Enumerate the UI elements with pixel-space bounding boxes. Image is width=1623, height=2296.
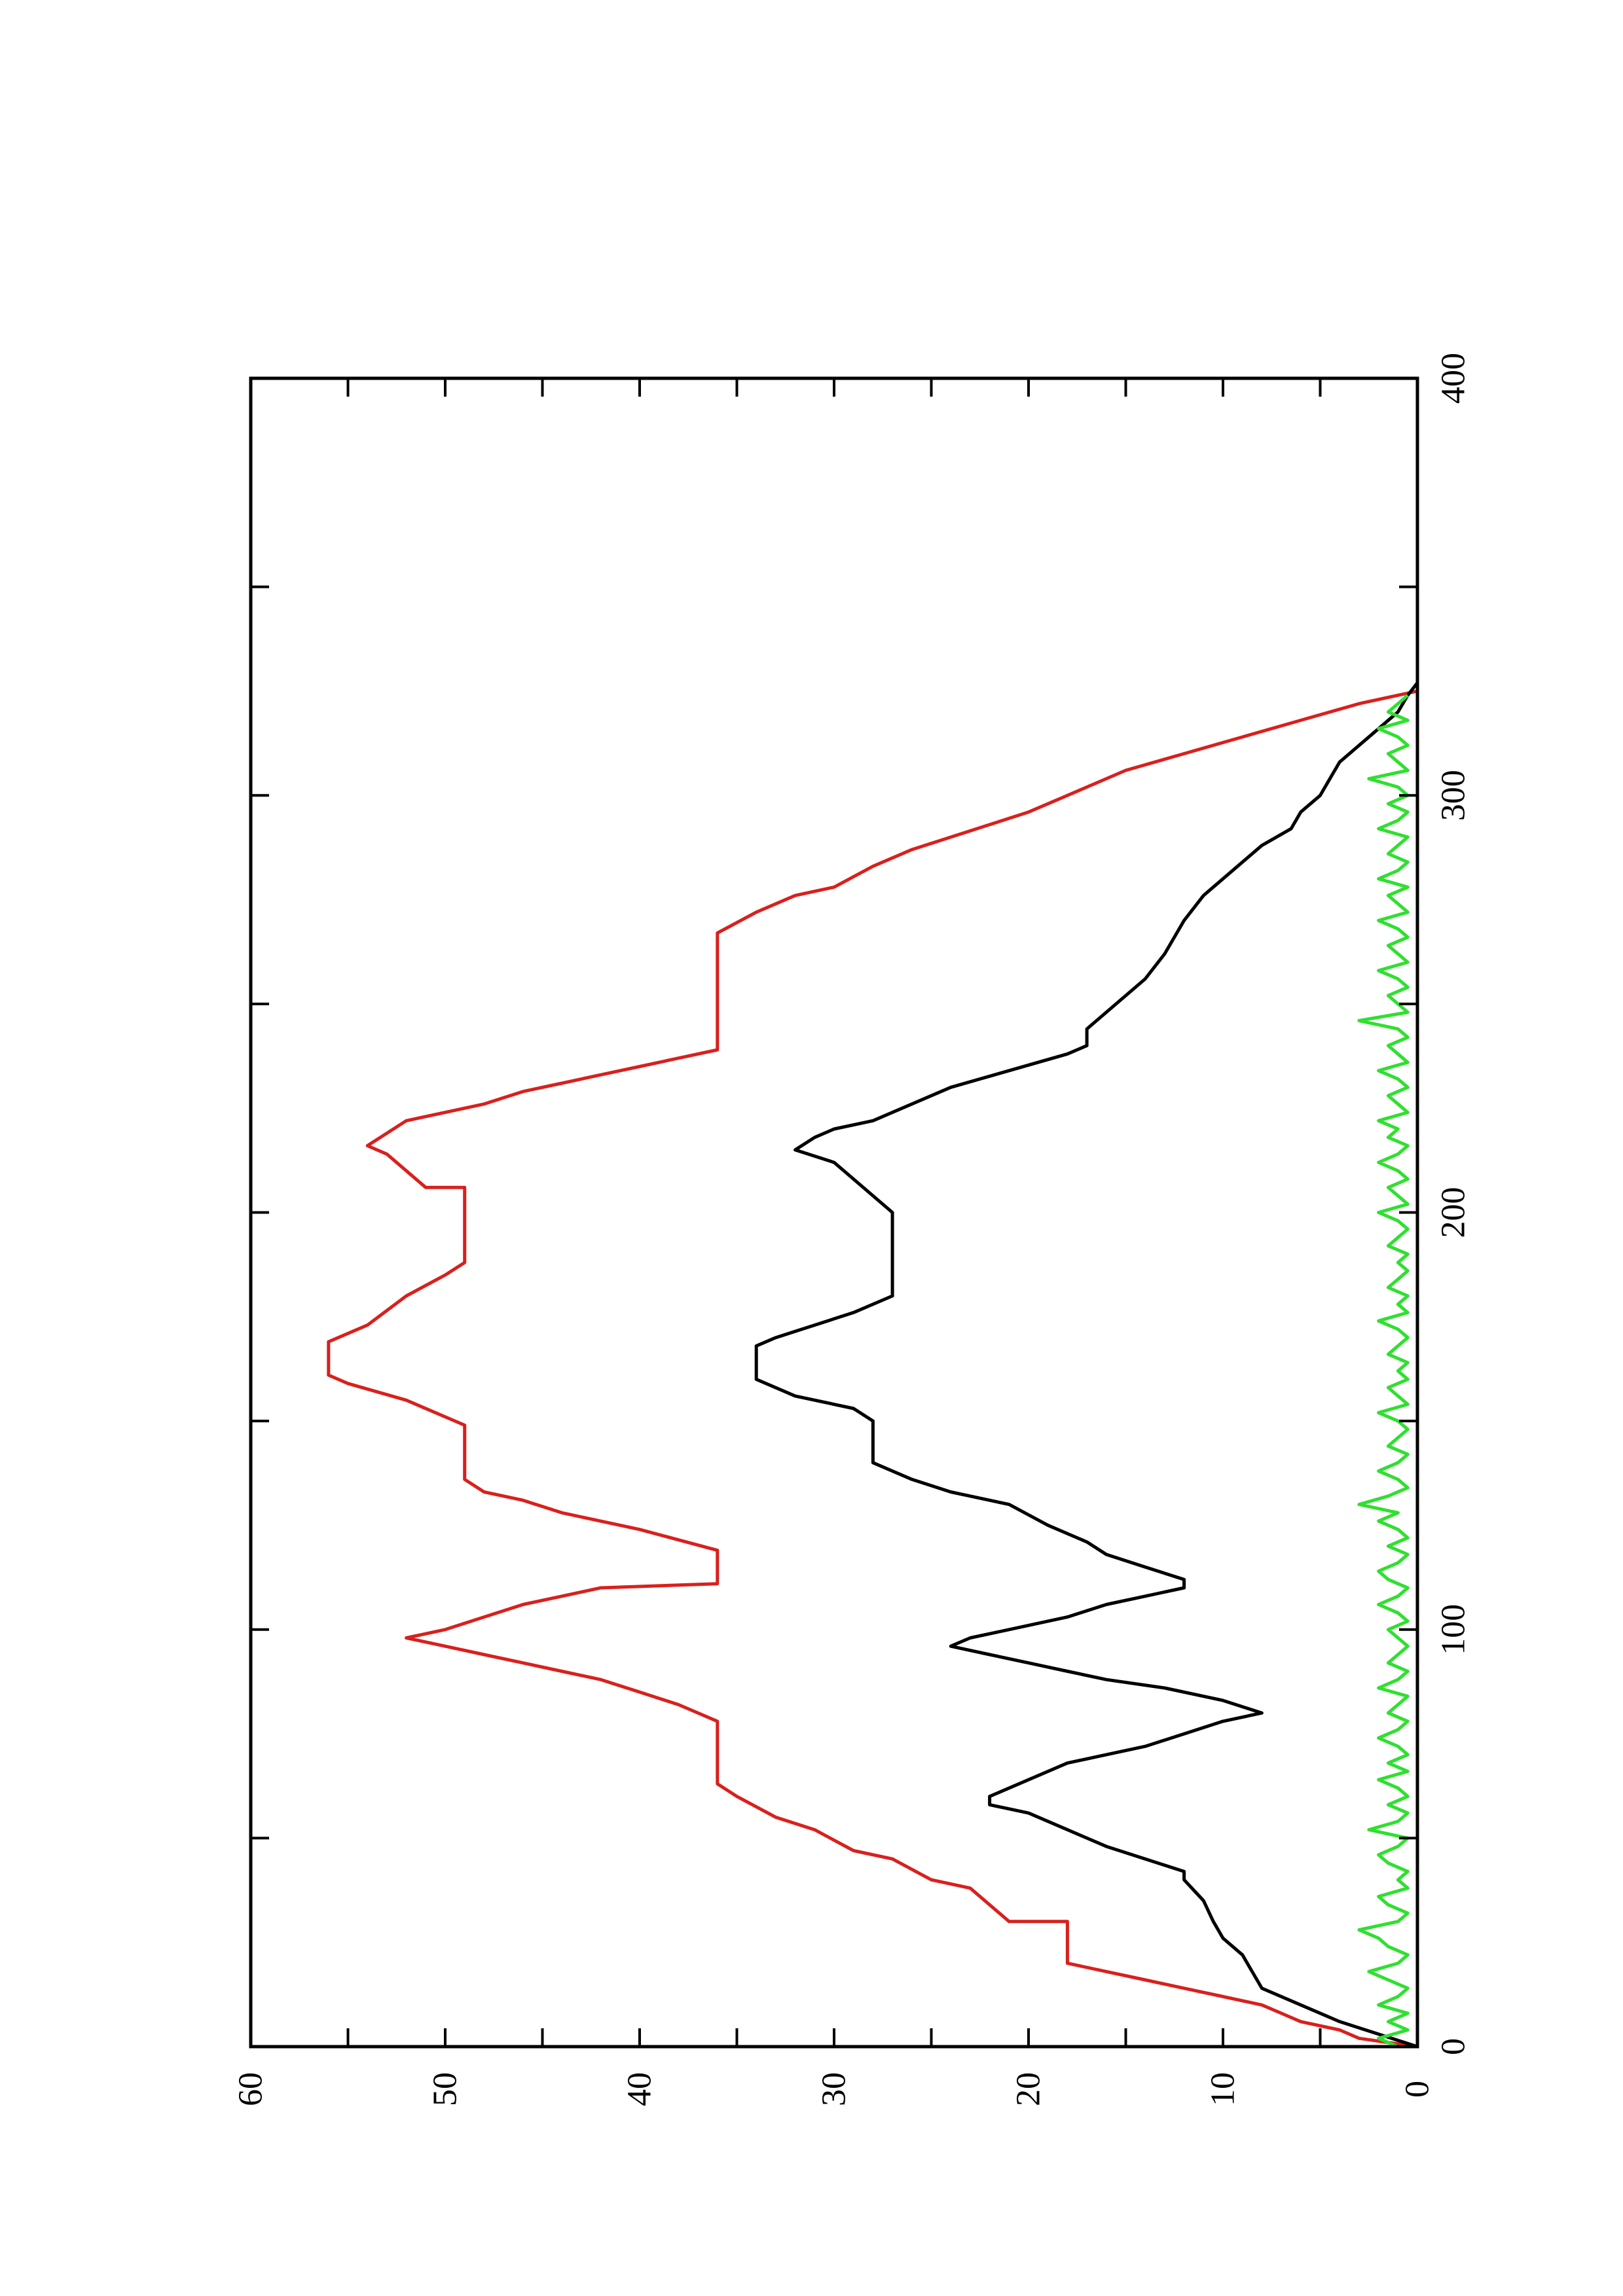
- y-tick-label: 60: [232, 2072, 270, 2106]
- series-line-3: [1357, 694, 1410, 2049]
- x-tick-label: 0: [1435, 2038, 1472, 2055]
- y-tick-label: 0: [1399, 2081, 1436, 2098]
- x-tick-label: 400: [1435, 353, 1472, 404]
- x-tick-label: 200: [1435, 1187, 1472, 1238]
- x-tick-label: 300: [1435, 770, 1472, 821]
- y-tick-label: 50: [427, 2072, 464, 2106]
- y-tick-label: 10: [1205, 2072, 1242, 2106]
- series-line-2: [754, 681, 1419, 2049]
- axis-ticks: [249, 377, 1419, 2048]
- y-tick-label: 40: [621, 2072, 659, 2106]
- y-tick-label: 20: [1010, 2072, 1048, 2106]
- series-line-1: [327, 689, 1418, 2049]
- chart-marks: [327, 681, 1419, 2049]
- x-tick-label: 100: [1435, 1604, 1472, 1655]
- y-tick-label: 30: [816, 2072, 853, 2106]
- plot-frame: [249, 376, 1419, 2049]
- tick-labels: 0 100 200 300 400 0 10 20 30 40 50 60: [232, 353, 1472, 2106]
